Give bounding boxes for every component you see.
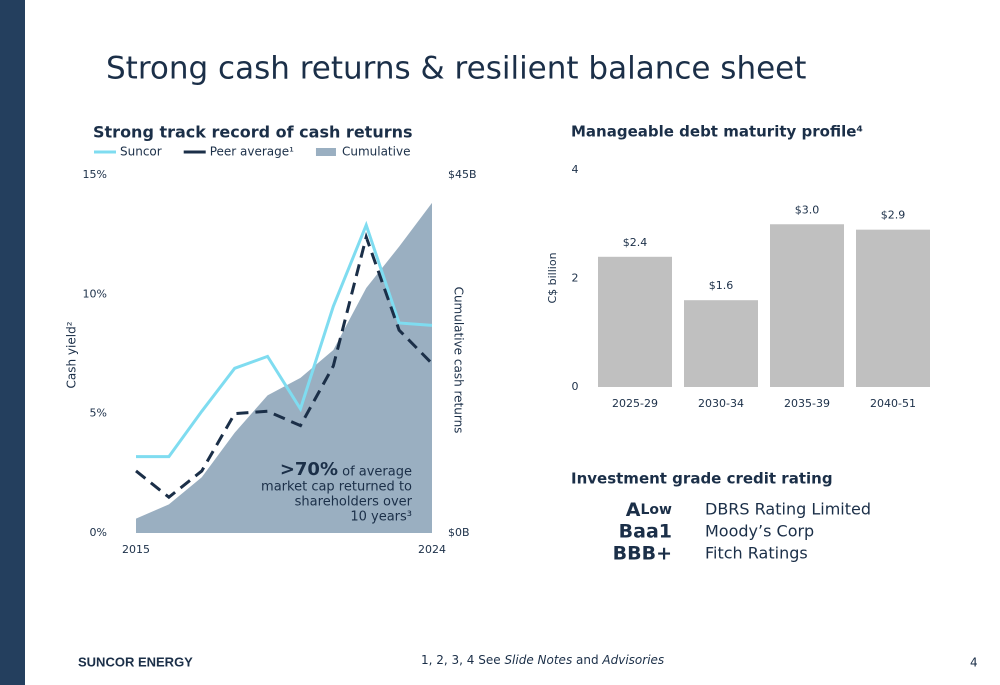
note-part: Advisories bbox=[601, 653, 664, 667]
agency: DBRS Rating Limited bbox=[705, 500, 871, 519]
y-tick-label: 0% bbox=[90, 526, 107, 539]
slide-title: Strong cash returns & resilient balance … bbox=[106, 51, 806, 87]
rating-grade: A bbox=[626, 499, 641, 521]
side-band bbox=[0, 0, 25, 685]
annotation-highlight: >70% bbox=[280, 459, 338, 480]
y2-tick-label: $0B bbox=[448, 526, 470, 539]
legend-label: Suncor bbox=[120, 145, 162, 159]
annotation-text: of average bbox=[342, 465, 412, 480]
agency: Fitch Ratings bbox=[705, 544, 808, 563]
rating: Baa1 bbox=[619, 521, 672, 543]
bar bbox=[598, 256, 672, 387]
chart-title: Manageable debt maturity profile⁴ bbox=[571, 123, 863, 141]
legend-swatch bbox=[315, 148, 336, 156]
line bbox=[135, 231, 434, 500]
note-part: Slide Notes bbox=[504, 653, 572, 667]
rating-qualifier: Low bbox=[641, 502, 673, 518]
annotation-text: 10 years³ bbox=[350, 510, 412, 525]
x-tick-label: 2035-39 bbox=[784, 397, 830, 410]
x-tick-label: 2025-29 bbox=[612, 397, 658, 410]
y2-tick-label: $45B bbox=[448, 168, 477, 181]
x-tick-label: 2024 bbox=[418, 543, 446, 556]
value-label: $1.6 bbox=[709, 279, 734, 292]
annotation-text: shareholders over bbox=[295, 495, 413, 510]
x-tick-label: 2015 bbox=[122, 543, 150, 556]
bar bbox=[770, 224, 844, 387]
y2-axis-label: Cumulative cash returns bbox=[452, 287, 466, 434]
y-tick-label: 2 bbox=[572, 272, 579, 285]
y-axis-label: Cash yield² bbox=[65, 321, 79, 388]
footnote: 1, 2, 3, 4 See Slide Notes and Advisorie… bbox=[421, 653, 664, 667]
y-tick-label: 4 bbox=[572, 163, 579, 176]
value-label: $3.0 bbox=[795, 203, 820, 216]
y-tick-label: 10% bbox=[83, 287, 107, 300]
chart-title: Strong track record of cash returns bbox=[93, 123, 413, 142]
legend-label: Cumulative bbox=[342, 145, 411, 159]
rating: ALow bbox=[626, 499, 672, 521]
y-tick-label: 15% bbox=[83, 168, 107, 181]
x-tick-label: 2030-34 bbox=[698, 397, 744, 410]
legend-label: Peer average¹ bbox=[210, 145, 294, 159]
note-part: and bbox=[572, 653, 602, 667]
rating: BBB+ bbox=[613, 543, 672, 565]
bar bbox=[856, 229, 930, 387]
line bbox=[136, 220, 433, 459]
y-tick-label: 0 bbox=[572, 380, 579, 393]
note-part: 1, 2, 3, 4 See bbox=[421, 653, 504, 667]
area bbox=[136, 202, 432, 533]
agency: Moody’s Corp bbox=[705, 522, 814, 541]
bar bbox=[684, 300, 758, 387]
value-label: $2.4 bbox=[623, 236, 648, 249]
company: SUNCOR ENERGY bbox=[78, 654, 193, 669]
y-axis-label: C$ billion bbox=[546, 252, 559, 303]
annotation-text: market cap returned to bbox=[261, 480, 412, 495]
page-number: 4 bbox=[970, 656, 978, 670]
value-label: $2.9 bbox=[881, 209, 906, 222]
x-tick-label: 2040-51 bbox=[870, 397, 916, 410]
ratings-title: Investment grade credit rating bbox=[571, 470, 833, 488]
y-tick-label: 5% bbox=[90, 407, 107, 420]
